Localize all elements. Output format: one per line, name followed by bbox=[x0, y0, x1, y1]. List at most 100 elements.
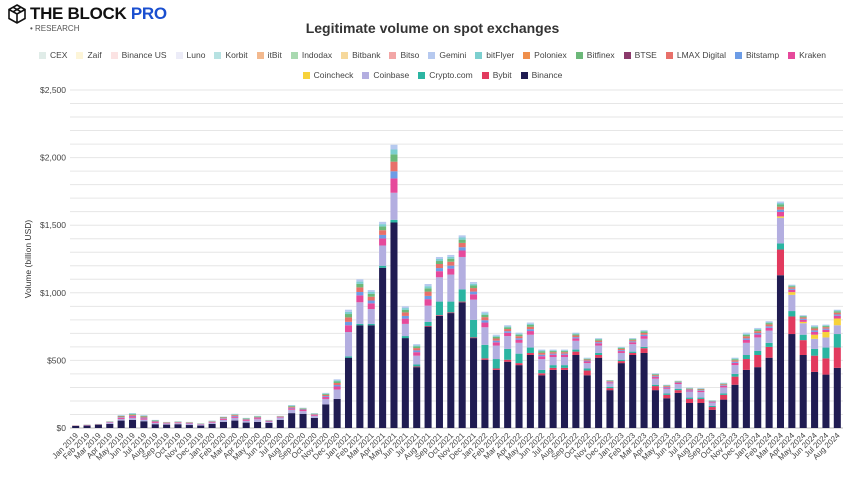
legend-item-itbit[interactable]: itBit bbox=[256, 50, 282, 60]
bar-segment-lmax-digital bbox=[344, 317, 353, 322]
bar-segment-crypto-com bbox=[617, 359, 625, 362]
bar-segment-kraken bbox=[799, 319, 807, 322]
bar-segment-coincheck bbox=[799, 321, 807, 324]
legend-label: Indodax bbox=[301, 50, 333, 60]
bar-segment-bybit bbox=[776, 249, 785, 276]
bar-segment-coinbase bbox=[174, 423, 182, 425]
brand-name: THE BLOCK PRO bbox=[30, 4, 167, 24]
bar-segment-lmax-digital bbox=[788, 287, 796, 289]
bar-segment-kraken bbox=[481, 322, 489, 328]
legend-item-lmax-digital[interactable]: LMAX Digital bbox=[665, 50, 726, 60]
bar-segment-bitflyer bbox=[401, 308, 409, 310]
bar-segment-binance bbox=[288, 413, 296, 428]
bar-segment-bitfinex bbox=[322, 393, 330, 395]
bar-segment-binance bbox=[799, 354, 807, 428]
legend-item-indodax[interactable]: Indodax bbox=[290, 50, 333, 60]
bar-segment-kraken bbox=[163, 423, 171, 424]
legend-swatch bbox=[735, 51, 742, 59]
y-axis-label: Volume (billion USD) bbox=[23, 220, 33, 299]
legend-item-bitbank[interactable]: Bitbank bbox=[341, 50, 380, 60]
bar-segment-gemini bbox=[447, 254, 455, 257]
bar-segment-coinbase bbox=[128, 417, 137, 420]
bar-segment-bitflyer bbox=[288, 405, 296, 406]
legend-item-zaif[interactable]: Zaif bbox=[76, 50, 102, 60]
legend-label: Bybit bbox=[492, 70, 512, 80]
bar-segment-bitstamp bbox=[424, 295, 432, 300]
bar-segment-lmax-digital bbox=[367, 296, 375, 301]
bar-segment-bybit bbox=[663, 394, 671, 399]
bar-segment-bitfinex bbox=[231, 414, 239, 416]
bar-segment-lmax-digital bbox=[254, 416, 262, 418]
bar-segment-kraken bbox=[549, 354, 557, 358]
brand-subtitle: • RESEARCH bbox=[30, 24, 80, 33]
bar-segment-crypto-com bbox=[651, 384, 659, 387]
bar-segment-bitstamp bbox=[333, 385, 341, 387]
legend-item-luno[interactable]: Luno bbox=[175, 50, 205, 60]
y-tick-label: $2,000 bbox=[40, 153, 66, 163]
bar-segment-kraken bbox=[833, 315, 841, 319]
bar-segment-kraken bbox=[208, 421, 216, 423]
legend-item-crypto-com[interactable]: Crypto.com bbox=[418, 70, 473, 80]
bar-segment-kraken bbox=[231, 416, 239, 418]
bar-segment-bitflyer bbox=[492, 335, 500, 337]
bar-segment-lmax-digital bbox=[663, 386, 671, 387]
legend-item-bybit[interactable]: Bybit bbox=[481, 70, 512, 80]
legend-swatch bbox=[362, 71, 370, 79]
bar-segment-bitflyer bbox=[572, 333, 580, 335]
bar-segment-bitfinex bbox=[140, 415, 148, 417]
legend-item-poloniex[interactable]: Poloniex bbox=[523, 50, 567, 60]
bar-segment-kraken bbox=[754, 334, 762, 338]
bar-segment-crypto-com bbox=[629, 351, 637, 353]
legend-item-bitso[interactable]: Bitso bbox=[389, 50, 419, 60]
legend-item-bitfinex[interactable]: Bitfinex bbox=[575, 50, 615, 60]
legend-item-bitflyer[interactable]: bitFlyer bbox=[475, 50, 514, 60]
legend-item-binance-us[interactable]: Binance US bbox=[110, 50, 167, 60]
legend-item-korbit[interactable]: Korbit bbox=[214, 50, 248, 60]
bar-segment-bitflyer bbox=[333, 380, 341, 382]
bar-segment-kraken bbox=[720, 385, 728, 388]
bar-segment-bitfinex bbox=[799, 316, 807, 318]
bar-segment-bitfinex bbox=[617, 347, 625, 349]
brand-logo: THE BLOCK PRO bbox=[8, 4, 167, 24]
legend-item-btse[interactable]: BTSE bbox=[623, 50, 657, 60]
bar-segment-binance bbox=[128, 419, 137, 428]
bar-segment-lmax-digital bbox=[288, 406, 296, 408]
bar-segment-bybit bbox=[435, 315, 443, 316]
legend-label: Coinbase bbox=[373, 70, 410, 80]
bar-segment-bitstamp bbox=[697, 390, 705, 391]
bar-segment-gemini bbox=[754, 327, 762, 329]
bar-segment-lmax-digital bbox=[231, 415, 239, 416]
bar-segment-bitfinex bbox=[481, 314, 489, 318]
bar-segment-coinbase bbox=[424, 305, 432, 322]
bar-segment-kraken bbox=[458, 250, 466, 257]
bar-segment-coinbase bbox=[231, 417, 239, 421]
legend-item-cex[interactable]: CEX bbox=[38, 50, 67, 60]
bar-segment-coinbase bbox=[140, 419, 148, 422]
y-tick-label: $1,000 bbox=[40, 288, 66, 298]
legend-item-coincheck[interactable]: Coincheck bbox=[302, 70, 353, 80]
legend-item-gemini[interactable]: Gemini bbox=[428, 50, 466, 60]
bar-segment-coinbase bbox=[583, 363, 591, 369]
bar-segment-bitfinex bbox=[572, 334, 580, 336]
bar-segment-bybit bbox=[583, 370, 591, 376]
legend-item-bitstamp[interactable]: Bitstamp bbox=[735, 50, 779, 60]
bar-segment-bitflyer bbox=[504, 326, 512, 328]
bar-segment-binance bbox=[424, 326, 432, 428]
bar-segment-bybit bbox=[822, 358, 830, 375]
bar-segment-binance bbox=[174, 424, 182, 428]
legend-item-coinbase[interactable]: Coinbase bbox=[362, 70, 409, 80]
bar-segment-binance bbox=[731, 384, 739, 428]
bar-segment-kraken bbox=[140, 418, 148, 420]
legend-item-kraken[interactable]: Kraken bbox=[788, 50, 826, 60]
bar-segment-kraken bbox=[788, 289, 796, 293]
bar-segment-binance bbox=[504, 361, 512, 428]
bar-segment-coinbase bbox=[560, 357, 569, 366]
bar-segment-coinbase bbox=[686, 391, 694, 398]
bar-segment-kraken bbox=[265, 420, 273, 422]
legend-item-binance[interactable]: Binance bbox=[520, 70, 562, 80]
bar-segment-binance bbox=[651, 390, 659, 428]
bar-segment-bybit bbox=[413, 366, 421, 368]
bar-segment-kraken bbox=[595, 343, 603, 346]
bar-segment-kraken bbox=[492, 342, 500, 346]
